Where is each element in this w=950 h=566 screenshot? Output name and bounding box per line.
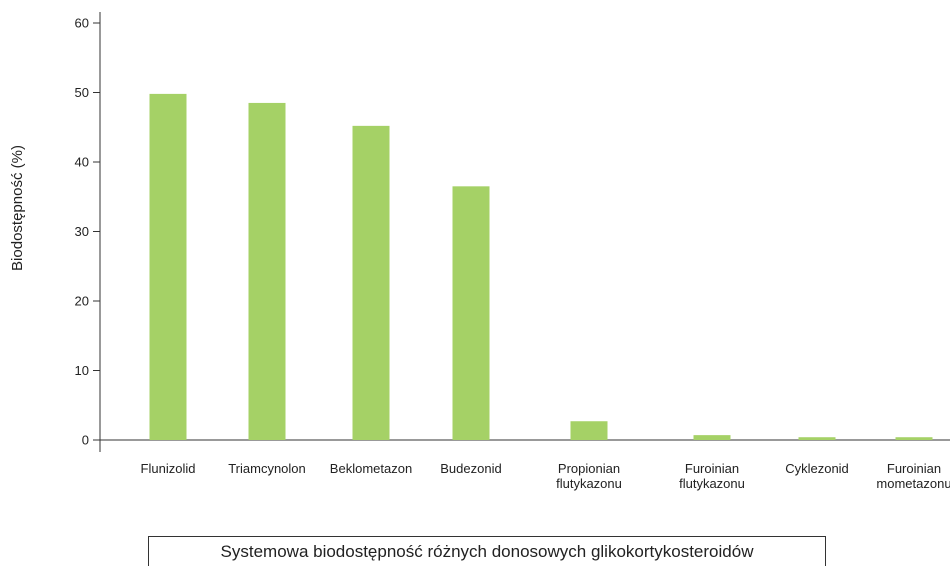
chart-caption: Systemowa biodostępność różnych donosowy… [148, 536, 826, 566]
bar [149, 93, 187, 440]
bar [895, 437, 933, 440]
x-tick-label: Triamcynolon [228, 461, 306, 476]
bar [798, 437, 836, 440]
x-tick-label: Flunizolid [141, 461, 196, 476]
x-tick-label: Beklometazon [330, 461, 412, 476]
y-tick-label: 40 [75, 155, 89, 170]
bar [248, 102, 286, 441]
y-tick-label: 50 [75, 85, 89, 100]
bars [149, 93, 933, 441]
bar [693, 435, 731, 440]
bar [570, 421, 608, 440]
y-axis-title: Biodostępność (%) [9, 145, 26, 271]
x-tick-label: flutykazonu [556, 476, 622, 491]
y-tick-label: 10 [75, 363, 89, 378]
y-axis: 0 10 20 30 40 50 60 [75, 12, 101, 452]
x-tick-label: Furoinian [685, 461, 739, 476]
bar [352, 125, 390, 441]
x-tick-label: mometazonu [876, 476, 950, 491]
bar-chart: 0 10 20 30 40 50 60 Flunizolid Triamcynolon Bekl… [9, 12, 950, 491]
x-tick-label: Budezonid [440, 461, 501, 476]
x-tick-label: Furoinian [887, 461, 941, 476]
x-tick-label: Propionian [558, 461, 620, 476]
category-labels: Flunizolid Triamcynolon Beklometazon Budezo… [141, 461, 950, 491]
x-tick-label: Cyklezonid [785, 461, 849, 476]
y-tick-label: 20 [75, 294, 89, 309]
y-tick-label: 30 [75, 224, 89, 239]
y-tick-label: 0 [82, 433, 89, 448]
bar [452, 186, 490, 440]
y-tick-label: 60 [75, 16, 89, 31]
x-tick-label: flutykazonu [679, 476, 745, 491]
